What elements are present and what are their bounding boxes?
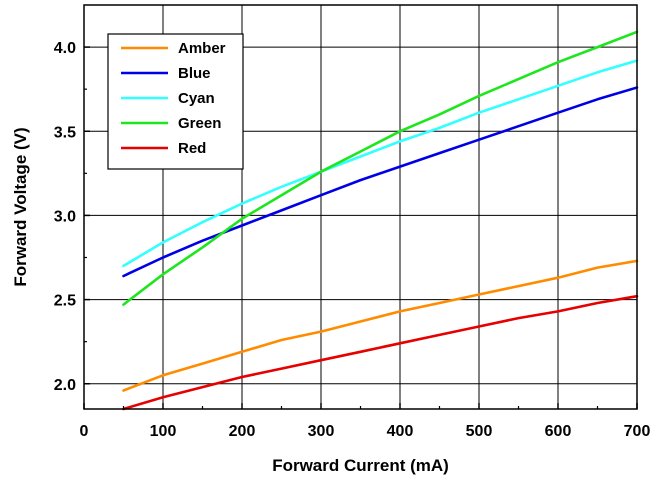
y-tick-label: 3.0 — [54, 208, 76, 225]
y-tick-label: 2.0 — [54, 377, 76, 394]
x-tick-label: 700 — [624, 423, 651, 440]
legend-label-red: Red — [178, 140, 206, 157]
y-tick-label: 3.5 — [54, 124, 76, 141]
grid-lines — [84, 5, 637, 409]
x-tick-label: 300 — [308, 423, 335, 440]
x-tick-label: 500 — [466, 423, 493, 440]
y-axis-title: Forward Voltage (V) — [11, 127, 30, 286]
x-tick-label: 600 — [545, 423, 572, 440]
x-tick-label: 400 — [387, 423, 414, 440]
y-tick-label: 2.5 — [54, 293, 76, 310]
series-layer — [122, 30, 639, 411]
legend-label-cyan: Cyan — [178, 90, 215, 107]
series-line-green — [122, 30, 639, 306]
y-tick-label: 4.0 — [54, 40, 76, 57]
legend-label-green: Green — [178, 115, 221, 132]
x-tick-label: 200 — [229, 423, 256, 440]
x-axis-title: Forward Current (mA) — [272, 456, 449, 475]
series-line-blue — [122, 86, 639, 278]
x-tick-label: 100 — [150, 423, 177, 440]
x-tick-label: 0 — [80, 423, 89, 440]
series-line-amber — [122, 259, 639, 392]
legend: Amber Blue Cyan Green Red — [107, 33, 244, 170]
legend-box — [107, 33, 244, 170]
series-line-cyan — [122, 59, 639, 268]
axis-ticks: 0 100 200 300 400 500 600 700 2.0 2.5 3.0 3.5 4.0 — [54, 40, 651, 440]
series-line-red — [122, 294, 639, 411]
legend-label-amber: Amber — [178, 40, 226, 57]
legend-label-blue: Blue — [178, 65, 211, 82]
